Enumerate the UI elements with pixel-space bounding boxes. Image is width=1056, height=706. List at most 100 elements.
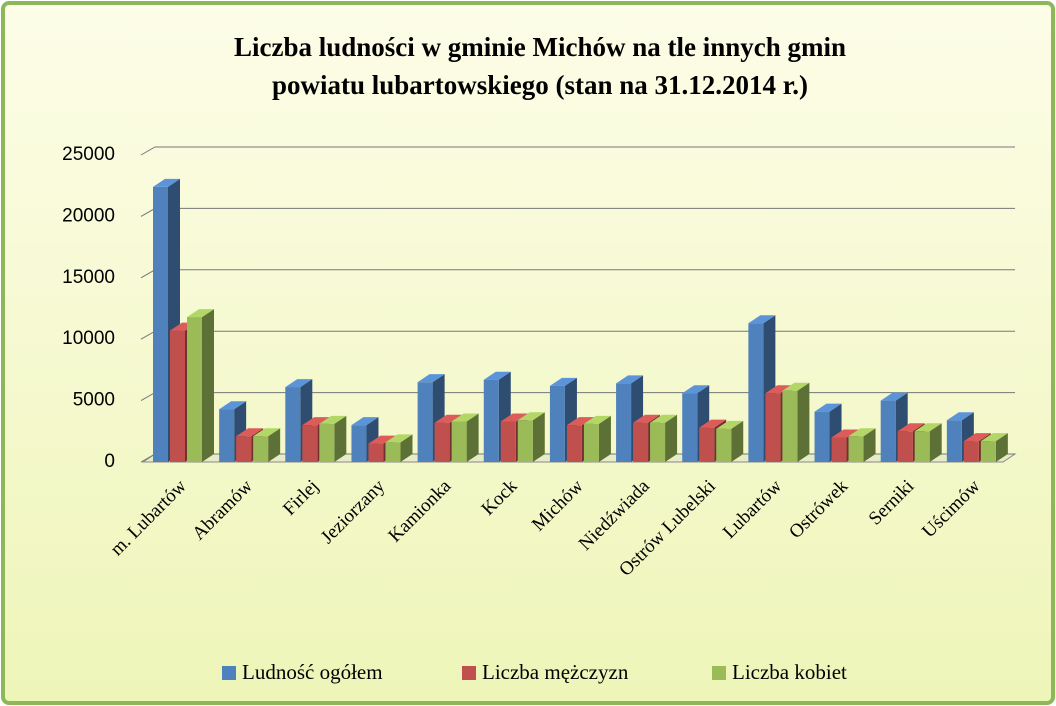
bar bbox=[716, 420, 744, 462]
bar-side bbox=[400, 434, 413, 462]
grid-line bbox=[140, 146, 1015, 156]
bar-side bbox=[334, 415, 347, 462]
bar-front bbox=[368, 443, 384, 462]
bar-side bbox=[466, 413, 479, 462]
bar-front bbox=[946, 420, 962, 462]
bar-front bbox=[880, 400, 896, 462]
legend-swatch bbox=[222, 666, 236, 680]
bar-front bbox=[633, 422, 649, 462]
bar-top bbox=[814, 403, 842, 412]
bar-top bbox=[897, 423, 925, 432]
bar-front bbox=[351, 425, 367, 462]
bar-front bbox=[699, 427, 715, 462]
bar-top bbox=[219, 401, 247, 410]
bar-top bbox=[748, 315, 776, 324]
bar-front bbox=[748, 323, 764, 462]
bar-top bbox=[566, 417, 594, 426]
bar-front bbox=[914, 431, 930, 462]
y-tick-label: 5000 bbox=[73, 390, 115, 411]
bar-top bbox=[765, 385, 793, 394]
bar-top bbox=[650, 414, 678, 423]
bar-front bbox=[650, 422, 666, 462]
bar-top bbox=[236, 428, 264, 437]
legend-swatch bbox=[462, 666, 476, 680]
legend-label: Liczba mężczyzn bbox=[482, 660, 629, 684]
bar-front bbox=[417, 382, 433, 462]
bar-front bbox=[319, 423, 335, 462]
bar-front bbox=[549, 385, 565, 462]
bar-top bbox=[980, 433, 1008, 442]
bar bbox=[980, 433, 1008, 462]
bar-front bbox=[153, 186, 168, 463]
bar-top bbox=[351, 417, 379, 426]
bar-side bbox=[863, 428, 876, 462]
bar bbox=[517, 412, 545, 462]
chart-title: Liczba ludności w gminie Michów na tle i… bbox=[234, 32, 846, 62]
bar-front bbox=[765, 393, 781, 462]
bar-side bbox=[268, 428, 281, 462]
bar bbox=[848, 428, 876, 462]
bar-top bbox=[549, 377, 577, 386]
bar-top bbox=[963, 433, 991, 442]
bar-top bbox=[682, 385, 710, 394]
bar-top bbox=[319, 415, 347, 424]
bar bbox=[914, 423, 942, 462]
bar-front bbox=[682, 393, 698, 462]
bar-front bbox=[897, 431, 913, 462]
bar-top bbox=[451, 413, 479, 422]
bar bbox=[583, 415, 611, 462]
bar-front bbox=[236, 436, 252, 462]
chart-title: powiatu lubartowskiego (stan na 31.12.20… bbox=[272, 70, 808, 100]
bar-front bbox=[583, 423, 599, 462]
bar-front bbox=[434, 422, 450, 462]
y-tick-label: 15000 bbox=[62, 267, 115, 288]
bar-top bbox=[583, 415, 611, 424]
bar-side bbox=[797, 382, 810, 462]
bar bbox=[451, 413, 479, 462]
bar-front bbox=[980, 441, 996, 462]
bar-front bbox=[616, 383, 632, 462]
bar bbox=[782, 382, 810, 462]
bar-front bbox=[848, 436, 864, 462]
bar-front bbox=[187, 317, 202, 462]
bar bbox=[253, 428, 281, 462]
y-tick-label: 20000 bbox=[62, 205, 115, 226]
bar-front bbox=[782, 390, 798, 462]
bar-top bbox=[253, 428, 281, 437]
bar-top bbox=[153, 178, 180, 187]
bar-top bbox=[434, 414, 462, 423]
legend-label: Liczba kobiet bbox=[732, 660, 847, 684]
bar-side bbox=[929, 423, 942, 462]
bar-front bbox=[170, 330, 185, 462]
bar-top bbox=[368, 435, 396, 444]
bar-top bbox=[417, 374, 445, 383]
bar-top bbox=[302, 417, 330, 426]
bar-front bbox=[500, 421, 516, 462]
bar-front bbox=[385, 442, 401, 462]
bar-top bbox=[880, 392, 908, 401]
bar-front bbox=[716, 428, 732, 462]
bar bbox=[319, 415, 347, 462]
bar-front bbox=[831, 437, 847, 462]
bar-side bbox=[532, 412, 545, 462]
legend-swatch bbox=[712, 666, 726, 680]
bar-top bbox=[716, 420, 744, 429]
bar-front bbox=[451, 421, 467, 462]
bar-side bbox=[731, 420, 744, 462]
bar-top bbox=[517, 412, 545, 421]
bar-top bbox=[616, 375, 644, 384]
bar bbox=[385, 434, 413, 462]
bar-top bbox=[782, 382, 810, 391]
bar-top bbox=[500, 413, 528, 422]
bar-front bbox=[517, 420, 533, 462]
bar-side bbox=[202, 309, 214, 462]
bar-top bbox=[946, 412, 974, 421]
bar-top bbox=[914, 423, 942, 432]
bar-side bbox=[995, 433, 1008, 462]
bar-front bbox=[814, 411, 830, 462]
bar bbox=[187, 309, 214, 462]
bar-top bbox=[285, 379, 313, 388]
